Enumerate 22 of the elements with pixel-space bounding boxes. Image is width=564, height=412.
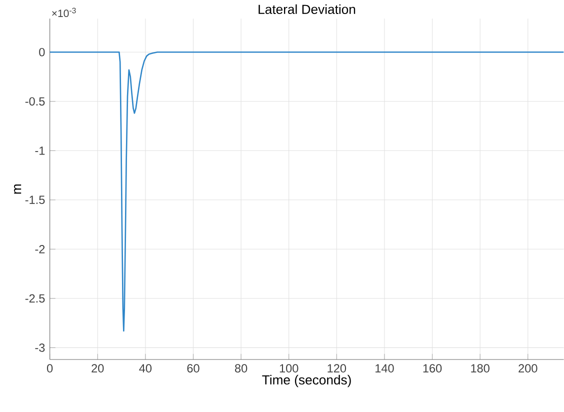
x-tick-label: 100 <box>280 364 298 373</box>
x-tick-label: 40 <box>139 364 152 373</box>
x-tick-label: 80 <box>235 364 248 373</box>
x-tick-label: 120 <box>328 364 346 373</box>
x-tick-label: 0 <box>46 364 53 373</box>
y-tick-label: -2.5 <box>25 294 45 303</box>
x-tick-label: 200 <box>518 364 538 373</box>
y-axis-title: m <box>14 184 22 194</box>
x-tick-label: 60 <box>187 364 200 373</box>
y-tick-label: -3 <box>35 344 45 352</box>
y-tick-label: -2 <box>35 245 45 254</box>
x-tick-label: 140 <box>376 364 394 373</box>
chart-title: Lateral Deviation <box>258 4 356 14</box>
text: ×10$^{-3}$ <box>52 8 76 18</box>
y-tick-label: 0 <box>39 48 45 56</box>
x-tick-label: 20 <box>92 364 104 373</box>
x-tick-label: 160 <box>423 364 442 373</box>
y-tick-label: -0.5 <box>25 97 45 106</box>
x-tick-label: 180 <box>471 364 490 373</box>
x-axis-title: Time (seconds) <box>262 374 351 388</box>
y-tick-label: -1.5 <box>25 196 45 204</box>
y-tick-label: -1 <box>35 146 45 155</box>
